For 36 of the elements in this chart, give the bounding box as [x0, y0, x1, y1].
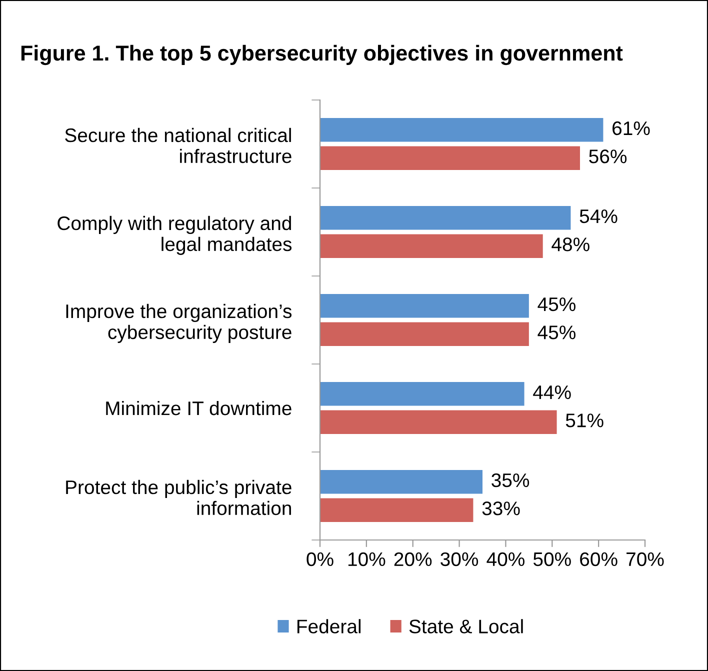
- x-tick-label: 30%: [440, 552, 478, 566]
- bar: [320, 498, 474, 522]
- data-label: 45%: [538, 326, 576, 340]
- bar: [320, 146, 580, 170]
- x-tick-label: 40%: [486, 552, 524, 566]
- bar: [320, 410, 557, 434]
- bar: [320, 470, 482, 494]
- bar: [320, 118, 604, 142]
- bar: [320, 234, 543, 258]
- x-tick-label: 70%: [626, 552, 664, 566]
- legend-label: Federal: [297, 619, 361, 634]
- data-label: 54%: [580, 209, 618, 224]
- x-tick-label: 60%: [580, 552, 618, 566]
- data-label: 45%: [538, 297, 576, 312]
- y-tick-label: Secure the national critical infrastructure: [65, 128, 292, 164]
- data-label: 44%: [533, 385, 571, 400]
- bar: [320, 322, 529, 346]
- y-tick-label: Comply with regulatory and legal mandates: [58, 216, 292, 255]
- data-label: 35%: [492, 473, 530, 488]
- chart-title: Figure 1. The top 5 cybersecurity objectives in government: [21, 44, 623, 66]
- legend-label: State & Local: [409, 619, 523, 634]
- data-label: 48%: [552, 238, 590, 252]
- data-label: 33%: [482, 502, 520, 516]
- bar: [320, 294, 529, 318]
- x-tick-label: 20%: [394, 552, 432, 566]
- bar: [320, 382, 524, 406]
- data-label: 61%: [612, 121, 650, 136]
- x-tick-label: 10%: [348, 552, 386, 566]
- x-tick-label: 0%: [306, 552, 334, 566]
- data-label: 56%: [589, 150, 627, 164]
- y-tick-label: Improve the organization’s cybersecurity posture: [66, 304, 292, 343]
- x-tick-label: 50%: [533, 552, 571, 566]
- y-tick-label: Minimize IT downtime: [106, 400, 292, 416]
- y-tick-label: Protect the public’s private information: [66, 480, 292, 516]
- data-label: 51%: [566, 414, 604, 428]
- bar: [320, 206, 571, 230]
